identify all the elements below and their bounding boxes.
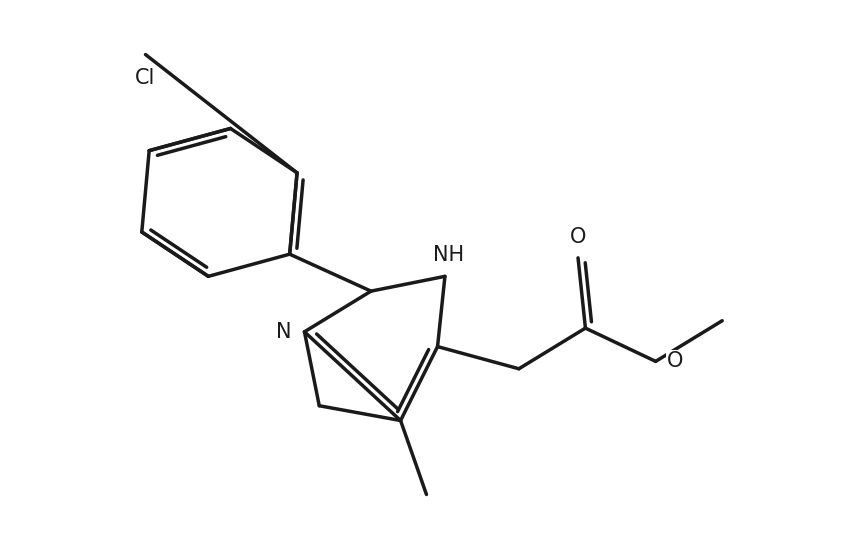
Text: O: O: [667, 351, 683, 371]
Text: NH: NH: [433, 245, 464, 265]
Text: Cl: Cl: [136, 68, 156, 88]
Text: N: N: [276, 322, 291, 342]
Text: O: O: [570, 227, 586, 247]
